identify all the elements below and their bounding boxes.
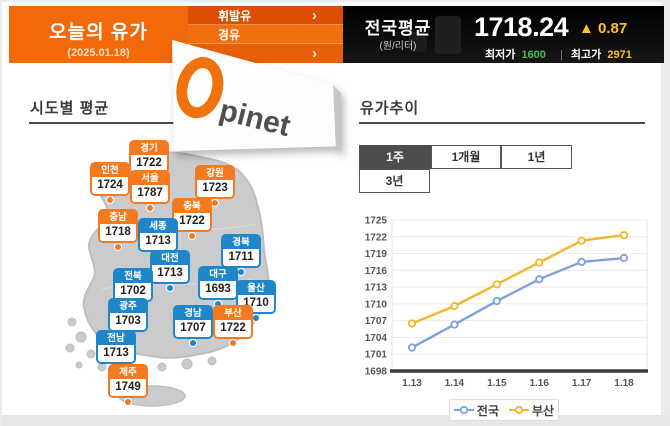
tab-1-year[interactable]: 1년 [501, 145, 572, 169]
region-marker-제주[interactable]: 제주 1749 [108, 364, 148, 405]
chart-legend: 전국 부산 [449, 399, 559, 421]
svg-text:1713: 1713 [365, 283, 388, 294]
svg-text:1707: 1707 [365, 316, 388, 327]
national-average-label: 전국평균 [364, 19, 432, 38]
divider: | [559, 49, 563, 61]
legend-marker-icon [509, 405, 529, 415]
menu-item-gasoline[interactable]: 휘발유 › [188, 6, 343, 25]
national-average-panel: 전국평균 (원/리터) 1718.24 ▲ 0.87 최저가 1600 | 최고… [343, 6, 664, 63]
region-marker-경남[interactable]: 경남 1707 [173, 305, 213, 346]
region-marker-대전[interactable]: 대전 1713 [150, 250, 190, 291]
chevron-right-icon: › [312, 45, 317, 62]
region-marker-충남[interactable]: 충남 1718 [98, 209, 138, 250]
svg-text:1722: 1722 [365, 232, 388, 243]
section-divider [29, 122, 312, 124]
region-dot-icon [215, 301, 221, 307]
panel-background-graphic [409, 32, 427, 52]
tab-3-years[interactable]: 3년 [359, 169, 430, 193]
regional-average-title: 시도별 평균 [30, 100, 110, 117]
svg-text:1.13: 1.13 [402, 378, 422, 389]
lowest-price-value: 1600 [521, 49, 546, 61]
opinet-logo: pinet [165, 35, 341, 156]
legend-item-전국: 전국 [453, 402, 499, 419]
panel-background-graphic [435, 16, 461, 54]
page-frame-right [661, 2, 670, 426]
price-date: (2025.01.18) [67, 47, 130, 59]
svg-text:1.17: 1.17 [572, 378, 592, 389]
svg-text:1710: 1710 [365, 299, 388, 310]
menu-item-diesel[interactable]: 경유 [188, 25, 343, 44]
today-price-header: 오늘의 유가 (2025.01.18) [9, 6, 188, 63]
highest-price-value: 2971 [607, 49, 632, 61]
svg-text:1.14: 1.14 [445, 378, 465, 389]
svg-text:1716: 1716 [365, 266, 388, 277]
tab-1-week[interactable]: 1주 [359, 145, 431, 169]
price-change-value: 0.87 [598, 20, 628, 37]
region-dot-icon [230, 340, 236, 346]
svg-text:1.18: 1.18 [614, 378, 634, 389]
highest-price-label: 최고가 [570, 49, 602, 61]
price-trend-title: 유가추이 [360, 100, 420, 117]
region-marker-경기[interactable]: 경기 1722 [129, 140, 169, 181]
price-change-badge: ▲ 0.87 [579, 20, 627, 37]
national-average-price: 1718.24 [474, 12, 569, 42]
region-marker-전북[interactable]: 전북 1702 [113, 268, 153, 309]
region-marker-세종[interactable]: 세종 1713 [138, 218, 178, 259]
legend-item-부산: 부산 [509, 402, 554, 419]
chevron-right-icon: › [312, 6, 317, 24]
price-unit: (원/리터) [379, 41, 417, 52]
legend-marker-icon [453, 405, 474, 415]
region-marker-서울[interactable]: 서울 1787 [130, 170, 170, 211]
svg-text:1704: 1704 [365, 333, 388, 344]
region-dot-icon [167, 285, 173, 291]
region-dot-icon [238, 269, 244, 275]
lowest-price-label: 최저가 [485, 49, 516, 61]
svg-text:1698: 1698 [365, 367, 388, 378]
region-dot-icon [189, 233, 195, 239]
logo-card: pinet [172, 39, 336, 152]
svg-text:1.16: 1.16 [529, 378, 549, 389]
region-marker-인천[interactable]: 인천 1724 [90, 162, 130, 203]
region-marker-경북[interactable]: 경북 1711 [221, 234, 261, 275]
region-marker-전남[interactable]: 전남 1713 [96, 330, 136, 371]
small-islands [65, 210, 217, 372]
up-arrow-icon: ▲ [579, 20, 594, 37]
svg-text:1.15: 1.15 [487, 378, 507, 389]
region-dot-icon [147, 205, 153, 211]
svg-text:1701: 1701 [365, 350, 388, 361]
region-marker-광주[interactable]: 광주 1703 [108, 298, 148, 339]
page-frame-bottom [2, 415, 670, 426]
region-dot-icon [253, 315, 259, 321]
region-marker-강원[interactable]: 강원 1723 [195, 165, 235, 206]
region-marker-충북[interactable]: 충북 1722 [172, 198, 212, 239]
min-max-price-row: 최저가 1600 | 최고가 2971 [485, 46, 632, 62]
price-trend-chart: 1698 1701 1704 1707 1710 1713 1716 1719 1722 1725… [365, 216, 648, 389]
region-marker-대구[interactable]: 대구 1693 [198, 266, 238, 307]
tab-1-month[interactable]: 1개월 [431, 145, 501, 169]
logo-card-edge [332, 84, 341, 153]
svg-text:1725: 1725 [365, 216, 388, 227]
region-dot-icon [107, 197, 113, 203]
svg-text:1719: 1719 [365, 249, 388, 260]
region-marker-부산[interactable]: 부산 1722 [213, 305, 253, 346]
region-dot-icon [125, 399, 131, 405]
page-title: 오늘의 유가 [49, 22, 148, 43]
opinet-wordmark: pinet [216, 93, 294, 144]
region-dot-icon [212, 200, 218, 206]
section-divider [359, 122, 645, 124]
region-dot-icon [115, 244, 121, 250]
region-dot-icon [190, 340, 196, 346]
